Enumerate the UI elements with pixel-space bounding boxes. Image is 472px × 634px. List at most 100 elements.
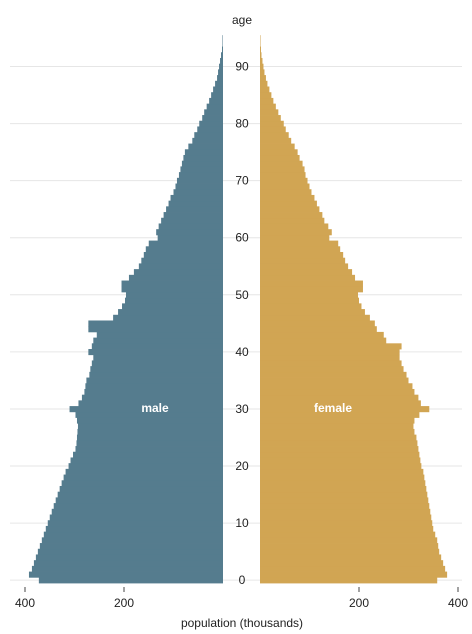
male-bar-age-52 [121, 280, 223, 287]
male-bar-age-45 [88, 320, 223, 327]
male-bar-age-84 [209, 97, 223, 105]
female-bar-age-2 [260, 565, 446, 572]
y-axis-label: age [232, 13, 252, 27]
male-bar-age-64 [163, 212, 223, 219]
male-bar-age-69 [175, 183, 223, 190]
x-tick-label-2: 200 [349, 596, 369, 610]
female-bar-age-71 [260, 172, 306, 179]
male-bar-age-4 [35, 554, 223, 561]
male-bar-age-37 [90, 366, 223, 373]
female-bar-age-44 [260, 326, 377, 333]
female-bar-age-7 [260, 537, 438, 544]
female-bar-age-48 [260, 303, 362, 310]
female-bar-age-36 [260, 371, 407, 378]
male-bar-age-27 [77, 423, 223, 430]
male-bar-age-78 [194, 132, 223, 139]
female-bar-age-62 [260, 223, 329, 230]
male-bar-age-5 [37, 548, 224, 555]
male-bar-age-59 [148, 240, 223, 247]
male-bar-age-33 [84, 388, 224, 396]
female-bar-age-43 [260, 331, 384, 339]
male-bar-age-6 [39, 543, 223, 550]
male-bar-age-71 [178, 172, 223, 179]
male-bar-age-26 [77, 428, 223, 436]
female-bar-age-16 [260, 485, 427, 493]
female-bar-age-70 [260, 177, 308, 184]
male-bar-age-62 [158, 223, 223, 230]
female-bar-age-29 [260, 411, 420, 418]
female-bar-age-60 [260, 234, 330, 241]
male-bar-age-46 [113, 314, 223, 321]
female-bar-age-30 [260, 406, 430, 413]
female-bar-age-74 [260, 154, 300, 162]
male-bar-age-72 [180, 166, 223, 173]
male-bar-age-25 [76, 434, 223, 441]
male-bar-age-9 [45, 525, 223, 533]
female-bar-age-20 [260, 463, 422, 470]
male-bar-age-19 [65, 468, 223, 475]
female-bar-age-63 [260, 217, 325, 224]
female-bar-age-41 [260, 343, 402, 350]
female-bars [260, 35, 448, 584]
age-tick-20: 20 [235, 459, 249, 473]
female-bar-age-92 [260, 52, 262, 59]
female-bar-age-54 [260, 269, 353, 276]
male-bar-age-17 [61, 480, 223, 487]
female-bar-age-40 [260, 349, 400, 356]
female-bar-age-14 [260, 497, 429, 504]
x-tick-label-1: 200 [114, 596, 134, 610]
male-bar-age-85 [211, 92, 223, 99]
age-tick-0: 0 [239, 573, 246, 587]
female-bar-age-13 [260, 503, 430, 510]
age-tick-10: 10 [235, 516, 249, 530]
female-bar-age-27 [260, 423, 414, 430]
female-bar-age-86 [260, 86, 270, 93]
x-axis-label: population (thousands) [181, 616, 303, 630]
female-bar-age-66 [260, 200, 317, 207]
female-bar-age-51 [260, 286, 363, 293]
female-bar-age-73 [260, 160, 303, 167]
male-bar-age-35 [86, 377, 223, 384]
male-bar-age-70 [176, 177, 223, 184]
male-bar-age-82 [204, 109, 223, 116]
male-bar-age-56 [141, 257, 223, 264]
female-bar-age-45 [260, 320, 375, 327]
female-bar-age-37 [260, 366, 404, 373]
female-bar-age-79 [260, 126, 286, 133]
female-bar-age-82 [260, 109, 279, 116]
female-bar-age-47 [260, 309, 365, 316]
x-tick-label-3: 400 [448, 596, 468, 610]
female-bar-age-3 [260, 560, 444, 567]
male-bar-age-89 [218, 69, 223, 76]
female-bar-age-55 [260, 263, 349, 270]
female-bar-age-64 [260, 212, 323, 219]
male-bar-age-58 [145, 246, 223, 253]
female-bar-age-18 [260, 474, 425, 481]
female-bar-age-68 [260, 189, 312, 196]
male-bar-age-47 [118, 309, 223, 316]
female-bar-age-17 [260, 480, 426, 487]
male-bar-age-65 [166, 206, 223, 213]
female-bar-age-58 [260, 246, 341, 253]
female-bar-age-1 [260, 571, 448, 578]
female-bar-age-90 [260, 63, 264, 70]
female-bar-age-25 [260, 434, 417, 441]
male-bar-age-22 [73, 451, 223, 458]
male-bar-age-10 [47, 520, 223, 527]
male-bar-age-8 [43, 531, 224, 538]
population-tick-labels: 400 200 200 400 [15, 587, 468, 610]
female-bar-age-39 [260, 354, 400, 361]
male-bar-age-51 [121, 286, 223, 293]
female-bar-age-78 [260, 132, 289, 139]
male-bar-age-11 [49, 514, 223, 521]
female-bar-age-91 [260, 57, 263, 65]
male-bar-age-15 [57, 491, 223, 498]
female-bar-age-26 [260, 428, 415, 436]
female-bar-age-19 [260, 468, 424, 475]
female-bar-age-33 [260, 388, 415, 396]
female-bar-age-8 [260, 531, 436, 538]
female-bar-age-38 [260, 360, 402, 367]
male-bar-age-21 [70, 457, 223, 464]
female-bar-age-15 [260, 491, 428, 498]
female-bar-age-31 [260, 400, 421, 407]
